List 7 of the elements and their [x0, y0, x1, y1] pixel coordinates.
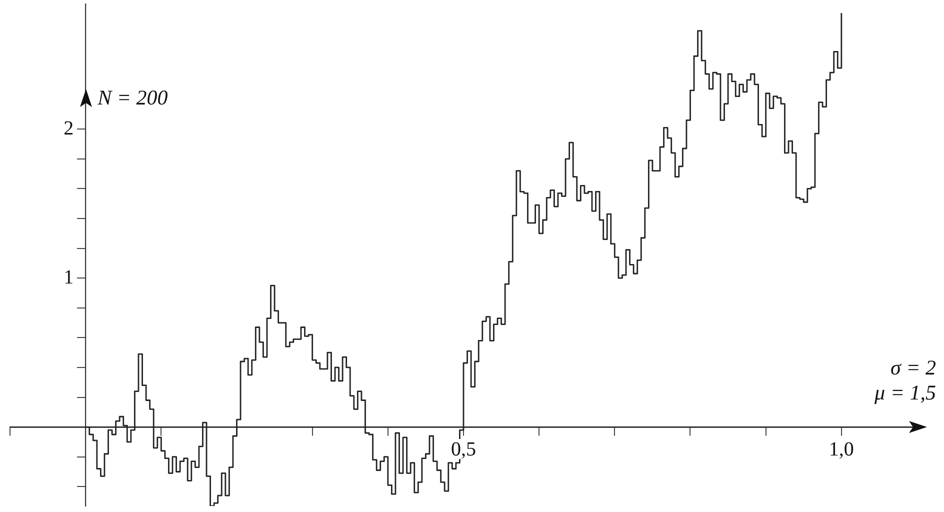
- annotation: μ = 1,5: [874, 380, 936, 405]
- y-axis-title: N = 200: [96, 86, 168, 110]
- x-tick-label: 0,5: [451, 438, 476, 460]
- y-tick-label: 1: [64, 266, 74, 288]
- x-tick-label: 1,0: [828, 438, 854, 460]
- annotation: σ = 2: [890, 356, 936, 380]
- y-tick-label: 2: [64, 117, 74, 140]
